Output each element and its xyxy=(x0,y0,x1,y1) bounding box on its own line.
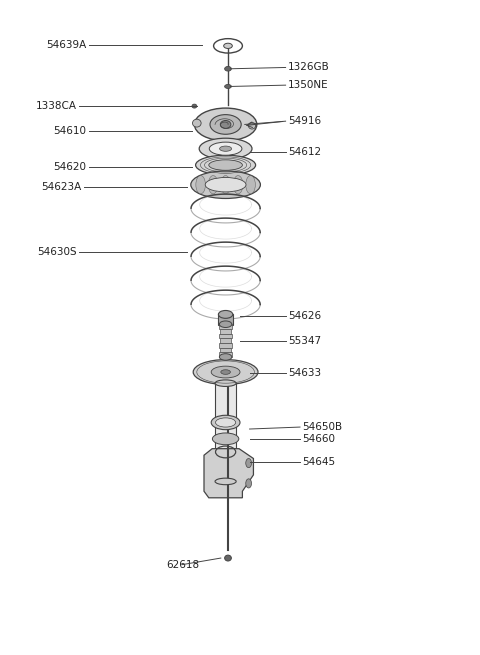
Ellipse shape xyxy=(211,366,240,378)
Text: 54639A: 54639A xyxy=(46,39,86,50)
Text: 54612: 54612 xyxy=(288,147,321,157)
Ellipse shape xyxy=(191,171,260,198)
Ellipse shape xyxy=(196,155,256,175)
Text: 54626: 54626 xyxy=(288,311,321,322)
Ellipse shape xyxy=(211,415,240,430)
Ellipse shape xyxy=(225,555,231,561)
Text: 55347: 55347 xyxy=(288,335,321,346)
Bar xyxy=(220,338,231,343)
Ellipse shape xyxy=(221,176,230,194)
Text: 54650B: 54650B xyxy=(302,422,343,432)
Bar xyxy=(219,343,232,348)
Ellipse shape xyxy=(219,146,232,151)
Ellipse shape xyxy=(193,360,258,384)
Text: 54660: 54660 xyxy=(302,434,336,444)
Ellipse shape xyxy=(196,176,205,194)
Bar xyxy=(220,348,231,352)
Text: 54610: 54610 xyxy=(53,126,86,136)
Ellipse shape xyxy=(221,369,230,375)
Ellipse shape xyxy=(246,176,255,194)
Polygon shape xyxy=(204,449,253,498)
Text: 1338CA: 1338CA xyxy=(36,101,77,111)
Text: 54623A: 54623A xyxy=(41,181,82,192)
Ellipse shape xyxy=(218,310,233,318)
Ellipse shape xyxy=(210,115,241,134)
Text: 62618: 62618 xyxy=(166,559,199,570)
Text: 1350NE: 1350NE xyxy=(288,80,329,90)
Text: 54633: 54633 xyxy=(288,368,321,379)
Bar xyxy=(219,352,232,357)
Text: 54630S: 54630S xyxy=(37,247,77,257)
Ellipse shape xyxy=(233,176,243,194)
Ellipse shape xyxy=(246,458,252,468)
Ellipse shape xyxy=(246,479,252,488)
Ellipse shape xyxy=(212,433,239,445)
Ellipse shape xyxy=(192,104,197,108)
Ellipse shape xyxy=(225,84,231,88)
Ellipse shape xyxy=(216,418,236,427)
Text: 54916: 54916 xyxy=(288,116,321,126)
Text: 1326GB: 1326GB xyxy=(288,62,330,73)
Text: 54620: 54620 xyxy=(53,162,86,172)
Ellipse shape xyxy=(219,321,232,328)
Ellipse shape xyxy=(205,178,246,192)
Ellipse shape xyxy=(215,380,236,386)
Bar xyxy=(215,383,236,481)
Bar xyxy=(219,324,232,329)
Ellipse shape xyxy=(199,138,252,159)
Bar xyxy=(219,333,232,338)
Ellipse shape xyxy=(208,176,218,194)
Ellipse shape xyxy=(194,108,257,141)
Ellipse shape xyxy=(224,43,232,48)
FancyBboxPatch shape xyxy=(218,314,233,325)
Ellipse shape xyxy=(209,160,242,170)
Bar xyxy=(220,329,231,333)
Text: 54645: 54645 xyxy=(302,457,336,467)
Ellipse shape xyxy=(192,119,201,127)
Ellipse shape xyxy=(215,478,236,485)
Ellipse shape xyxy=(220,121,231,128)
Ellipse shape xyxy=(219,354,232,360)
Ellipse shape xyxy=(209,142,242,155)
Ellipse shape xyxy=(225,66,231,71)
Ellipse shape xyxy=(249,122,256,129)
